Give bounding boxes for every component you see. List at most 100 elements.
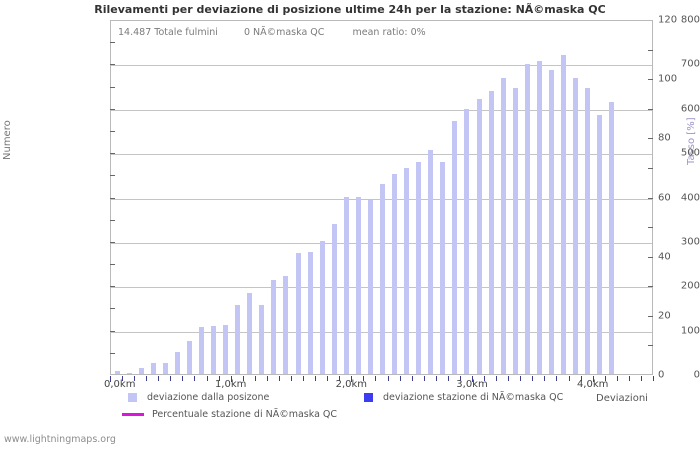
y-axis-right-tick bbox=[648, 256, 653, 258]
legend-line-icon bbox=[122, 413, 144, 416]
bar bbox=[548, 70, 554, 374]
bar bbox=[440, 161, 446, 374]
chart-subtitle: 14.487 Totale fulmini 0 NÃ©maska QC mean… bbox=[118, 27, 426, 38]
y-axis-left-tick-label: 400 bbox=[680, 192, 700, 203]
y-axis-left-major-tick bbox=[110, 64, 115, 66]
legend-item-percentuale-stazione[interactable]: Percentuale stazione di NÃ©maska QC bbox=[122, 409, 338, 420]
x-axis-minor-tick bbox=[266, 376, 268, 381]
bar bbox=[114, 370, 120, 374]
x-axis-minor-tick bbox=[423, 376, 425, 381]
bar bbox=[138, 367, 144, 374]
y-axis-left-minor-tick bbox=[110, 86, 115, 88]
y-axis-left-minor-tick bbox=[110, 175, 115, 177]
bar bbox=[150, 362, 156, 374]
gridline bbox=[111, 65, 652, 67]
bar bbox=[573, 77, 579, 374]
watermark: www.lightningmaps.org bbox=[4, 434, 116, 445]
x-axis-tick-label: 2,0km bbox=[335, 379, 368, 390]
x-axis-minor-tick bbox=[278, 376, 280, 381]
gridline bbox=[111, 109, 652, 111]
bar bbox=[416, 161, 422, 374]
bar bbox=[162, 362, 168, 374]
x-axis-tick-label: 0,0km bbox=[104, 379, 136, 390]
y-axis-left-title: Numero bbox=[2, 120, 13, 160]
x-axis-tick-label: 3,0km bbox=[456, 379, 488, 390]
y-axis-right-tick-label: 100 bbox=[658, 73, 678, 85]
y-axis-right-tick-label: 20 bbox=[658, 310, 671, 322]
bar bbox=[524, 64, 530, 374]
x-axis-minor-tick bbox=[447, 376, 449, 381]
x-axis-minor-tick bbox=[194, 376, 196, 381]
y-axis-left-minor-tick bbox=[110, 219, 115, 221]
x-axis-minor-tick bbox=[375, 376, 377, 381]
bar-series-deviazione-dalla-posizone bbox=[111, 21, 652, 374]
bar bbox=[199, 327, 204, 374]
bar bbox=[500, 77, 506, 374]
x-axis-minor-tick bbox=[568, 376, 570, 381]
x-axis-minor-tick bbox=[327, 376, 329, 381]
x-axis-minor-tick bbox=[387, 376, 389, 381]
y-axis-left-tick-label: 600 bbox=[680, 103, 700, 115]
legend-label: Percentuale stazione di NÃ©maska QC bbox=[152, 409, 338, 420]
x-axis-minor-tick bbox=[182, 376, 184, 381]
plot-area bbox=[110, 20, 653, 375]
bar bbox=[283, 275, 289, 374]
bar bbox=[367, 200, 373, 374]
bar bbox=[488, 90, 494, 374]
x-axis-minor-tick bbox=[242, 376, 244, 381]
y-axis-right-tick bbox=[648, 227, 653, 229]
bar bbox=[380, 184, 385, 374]
bar bbox=[609, 102, 615, 374]
legend-item-deviazione-stazione[interactable]: deviazione stazione di NÃ©maska QC bbox=[364, 392, 563, 403]
bar bbox=[428, 149, 434, 374]
x-axis-tick-label: 1,0km bbox=[214, 379, 247, 390]
x-axis-minor-tick bbox=[640, 376, 642, 381]
x-axis-minor-tick bbox=[484, 376, 486, 381]
x-axis-minor-tick bbox=[653, 376, 654, 381]
x-axis-minor-tick bbox=[339, 376, 341, 381]
bar bbox=[355, 197, 361, 374]
chart-title: Rilevamenti per deviazione di posizione … bbox=[94, 3, 606, 16]
legend-item-deviazione-dalla-posizone[interactable]: deviazione dalla posizone bbox=[128, 392, 269, 403]
x-axis-major-tick bbox=[472, 376, 473, 382]
y-axis-left-minor-tick bbox=[110, 264, 115, 266]
x-axis-minor-tick bbox=[556, 376, 558, 381]
bar bbox=[512, 87, 518, 374]
bar bbox=[476, 98, 482, 374]
x-axis-minor-tick bbox=[520, 376, 522, 381]
bar bbox=[307, 251, 313, 374]
x-axis-major-tick bbox=[230, 376, 232, 382]
x-axis-minor-tick bbox=[134, 376, 136, 381]
bar bbox=[223, 325, 229, 374]
x-axis-minor-tick bbox=[122, 376, 124, 381]
bar bbox=[271, 279, 277, 374]
y-axis-right-tick bbox=[648, 315, 653, 317]
y-axis-right-tick bbox=[648, 167, 653, 169]
subtitle-total: 14.487 Totale fulmini bbox=[118, 27, 218, 38]
bar bbox=[319, 240, 325, 374]
y-axis-left-major-tick bbox=[110, 330, 115, 332]
x-axis-minor-tick bbox=[616, 376, 618, 381]
bar bbox=[235, 305, 241, 374]
x-axis-minor-tick bbox=[158, 376, 160, 381]
legend-swatch-light-icon bbox=[128, 393, 137, 402]
x-axis-major-tick bbox=[351, 376, 353, 382]
y-axis-left-minor-tick bbox=[110, 42, 115, 44]
subtitle-station: 0 NÃ©maska QC bbox=[243, 27, 325, 38]
y-axis-right-tick-label: 0 bbox=[658, 369, 665, 381]
y-axis-right-tick-label: 40 bbox=[658, 251, 671, 263]
x-axis-minor-tick bbox=[315, 376, 317, 381]
y-axis-right-tick-label: 80 bbox=[658, 132, 671, 144]
legend-label: deviazione stazione di NÃ©maska QC bbox=[383, 392, 564, 403]
bar bbox=[126, 372, 132, 374]
y-axis-left-minor-tick bbox=[110, 130, 115, 132]
bar bbox=[259, 305, 265, 374]
bar bbox=[536, 61, 542, 374]
x-axis-minor-tick bbox=[218, 376, 220, 381]
bar bbox=[247, 293, 253, 374]
x-axis-minor-tick bbox=[604, 376, 606, 381]
x-axis-minor-tick bbox=[411, 376, 413, 381]
bar bbox=[404, 167, 410, 374]
bar bbox=[597, 115, 603, 374]
y-axis-left-tick-label: 700 bbox=[680, 58, 700, 70]
